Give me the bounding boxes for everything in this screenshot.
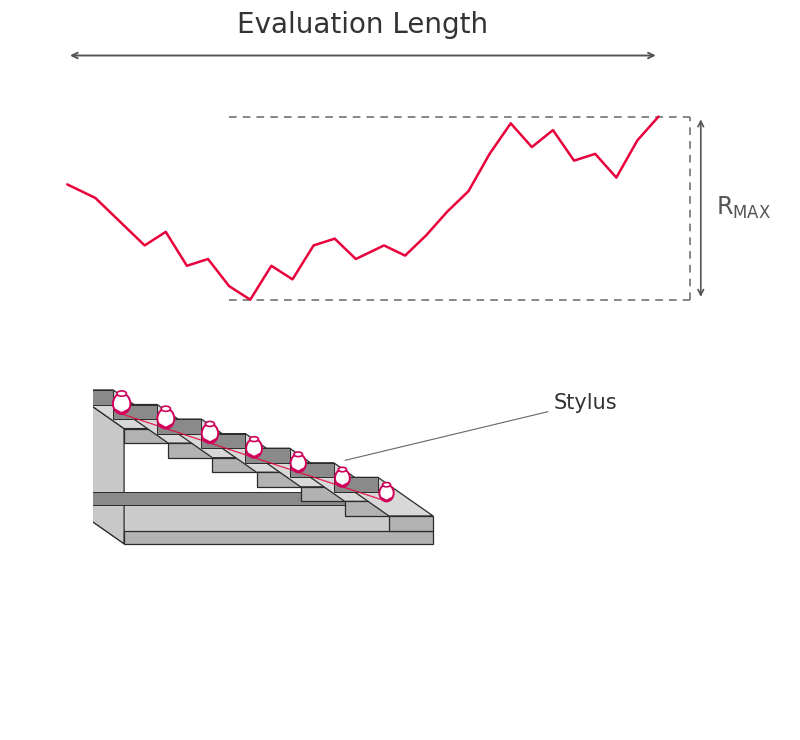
Polygon shape [157,419,257,458]
Ellipse shape [117,391,126,396]
Ellipse shape [206,422,214,426]
Polygon shape [69,390,113,405]
Ellipse shape [290,454,306,472]
Polygon shape [246,448,345,487]
Polygon shape [290,462,389,502]
Polygon shape [124,428,168,443]
Polygon shape [168,443,212,458]
Polygon shape [69,505,433,544]
Ellipse shape [246,439,262,457]
Polygon shape [246,448,290,462]
Ellipse shape [382,482,390,487]
Polygon shape [202,434,301,472]
Polygon shape [69,492,378,505]
Polygon shape [378,492,433,544]
Polygon shape [212,458,257,472]
Ellipse shape [250,437,258,442]
Ellipse shape [161,406,170,411]
Ellipse shape [294,452,302,457]
Text: $\mathsf{R}_{\mathsf{MAX}}$: $\mathsf{R}_{\mathsf{MAX}}$ [716,195,771,221]
Polygon shape [69,390,124,544]
Polygon shape [113,405,212,443]
Polygon shape [113,405,157,419]
Polygon shape [301,487,345,502]
Polygon shape [69,390,168,428]
Polygon shape [157,419,202,434]
Polygon shape [202,434,246,448]
Ellipse shape [379,485,394,502]
Polygon shape [257,472,301,487]
Polygon shape [334,477,433,516]
Polygon shape [124,531,433,544]
Ellipse shape [202,424,218,443]
Polygon shape [345,502,389,516]
Text: Stylus: Stylus [345,393,617,460]
Ellipse shape [113,394,130,414]
Polygon shape [389,516,433,531]
Polygon shape [334,477,378,492]
Ellipse shape [158,408,174,428]
Ellipse shape [335,469,350,487]
Text: Evaluation Length: Evaluation Length [238,10,489,38]
Polygon shape [290,462,334,477]
Ellipse shape [338,467,346,471]
